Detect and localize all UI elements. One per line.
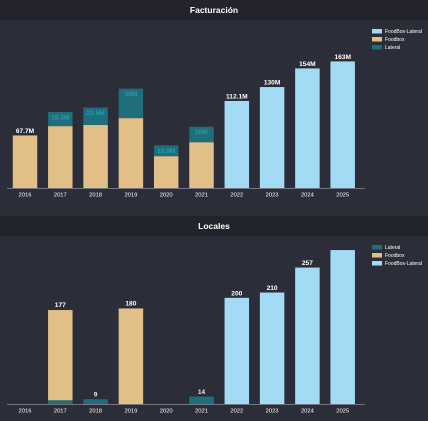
x-tick-label-2025: 2025 — [336, 409, 349, 415]
legend-label-foodbox: Foodbox — [385, 253, 405, 259]
bar-foodbox-2016 — [12, 135, 38, 188]
legend-swatch-foodbox — [372, 253, 382, 258]
bar-foodbox-2018 — [83, 125, 108, 188]
bar-lateral-2019 — [118, 88, 144, 119]
data-label-foodbox-2016: 67.7M — [16, 128, 35, 135]
bar-lateral-2017 — [48, 400, 73, 404]
bar-foodbox-lateral-2023 — [259, 292, 285, 404]
legend-swatch-foodbox-lateral — [372, 261, 382, 266]
bar-foodbox-lateral-2025 — [330, 250, 355, 404]
locales-title-bar: Locales — [0, 216, 428, 236]
bar-lateral-2018 — [83, 399, 108, 404]
x-tick-label-2022: 2022 — [230, 193, 243, 199]
data-label-lateral-2018: 22.5M — [86, 110, 105, 117]
legend-swatch-foodbox-lateral — [372, 29, 382, 34]
x-tick-label-2025: 2025 — [336, 193, 349, 199]
data-label-lateral-2018: 9 — [94, 392, 98, 399]
chart-title: Facturación — [189, 5, 239, 15]
x-tick-label-2024: 2024 — [301, 409, 315, 415]
bar-lateral-2017 — [48, 111, 73, 127]
data-label-lateral-2021: 20M — [195, 129, 208, 136]
bar-foodbox-2017 — [48, 126, 73, 188]
bar-lateral-2021 — [189, 126, 214, 143]
bar-lateral-2020 — [153, 145, 179, 157]
legend-label-foodbox-lateral: FoodBox-Lateral — [385, 29, 422, 35]
x-tick-label-2022: 2022 — [230, 409, 243, 415]
legend-label-lateral: Lateral — [385, 45, 400, 51]
x-tick-label-2021: 2021 — [195, 409, 208, 415]
data-label-lateral-2017: 18.3M — [51, 114, 70, 121]
data-label-foodbox-lateral-2024: 257 — [302, 260, 313, 267]
x-tick-label-2016: 2016 — [19, 193, 32, 199]
legend-label-foodbox-lateral: FoodBox-Lateral — [385, 261, 422, 267]
bar-foodbox-2019 — [118, 308, 144, 404]
bar-foodbox-2021 — [189, 142, 214, 188]
data-label-lateral-2020: 13.9M — [157, 148, 176, 155]
x-tick-label-2021: 2021 — [195, 193, 208, 199]
x-tick-label-2023: 2023 — [266, 193, 279, 199]
bar-foodbox-2020 — [153, 156, 179, 188]
facturacion-title-bar: Facturación — [0, 0, 428, 20]
bar-foodbox-lateral-2024 — [295, 68, 320, 188]
data-label-foodbox-lateral-2022: 200 — [231, 290, 242, 297]
x-tick-label-2019: 2019 — [124, 193, 137, 199]
bar-foodbox-lateral-2022 — [224, 297, 250, 404]
bar-foodbox-lateral-2022 — [224, 100, 250, 188]
x-tick-label-2018: 2018 — [89, 193, 102, 199]
x-tick-label-2016: 2016 — [19, 409, 32, 415]
bar-lateral-2018 — [83, 107, 108, 126]
chart-title: Locales — [198, 221, 230, 231]
bar-foodbox-lateral-2025 — [330, 61, 355, 188]
x-tick-label-2020: 2020 — [160, 409, 173, 415]
facturacion-chart: 67.7M201679.7M18.3M201781.1M22.5M201890M… — [7, 29, 422, 199]
x-tick-label-2017: 2017 — [54, 193, 67, 199]
x-tick-label-2019: 2019 — [124, 409, 137, 415]
data-label-foodbox-lateral-2025: 163M — [334, 54, 351, 61]
x-tick-label-2023: 2023 — [266, 409, 279, 415]
data-label-lateral-2021: 14 — [198, 389, 206, 396]
locales-chart: 2016717720179201818020192020142021200202… — [7, 245, 422, 415]
data-label-foodbox-lateral-2024: 154M — [299, 61, 316, 68]
data-label-foodbox-lateral-2023: 130M — [264, 80, 281, 87]
bar-foodbox-lateral-2024 — [295, 267, 320, 404]
x-tick-label-2017: 2017 — [54, 409, 67, 415]
legend-swatch-foodbox — [372, 37, 382, 42]
x-tick-label-2024: 2024 — [301, 193, 315, 199]
bar-lateral-2021 — [189, 396, 214, 404]
bar-foodbox-lateral-2023 — [259, 87, 285, 188]
x-tick-label-2018: 2018 — [89, 409, 102, 415]
bar-foodbox-2017 — [48, 310, 73, 401]
legend-label-foodbox: Foodbox — [385, 37, 405, 43]
data-label-foodbox-2019: 180 — [125, 300, 136, 307]
data-label-foodbox-lateral-2022: 112.1M — [226, 93, 248, 100]
data-label-foodbox-lateral-2023: 210 — [267, 285, 278, 292]
bar-foodbox-2019 — [118, 118, 144, 188]
legend-swatch-lateral — [372, 45, 382, 50]
data-label-foodbox-2017: 177 — [55, 302, 66, 309]
legend-label-lateral: Lateral — [385, 245, 400, 251]
legend-swatch-lateral — [372, 245, 382, 250]
x-tick-label-2020: 2020 — [160, 193, 173, 199]
data-label-lateral-2019: 38M — [124, 91, 137, 98]
